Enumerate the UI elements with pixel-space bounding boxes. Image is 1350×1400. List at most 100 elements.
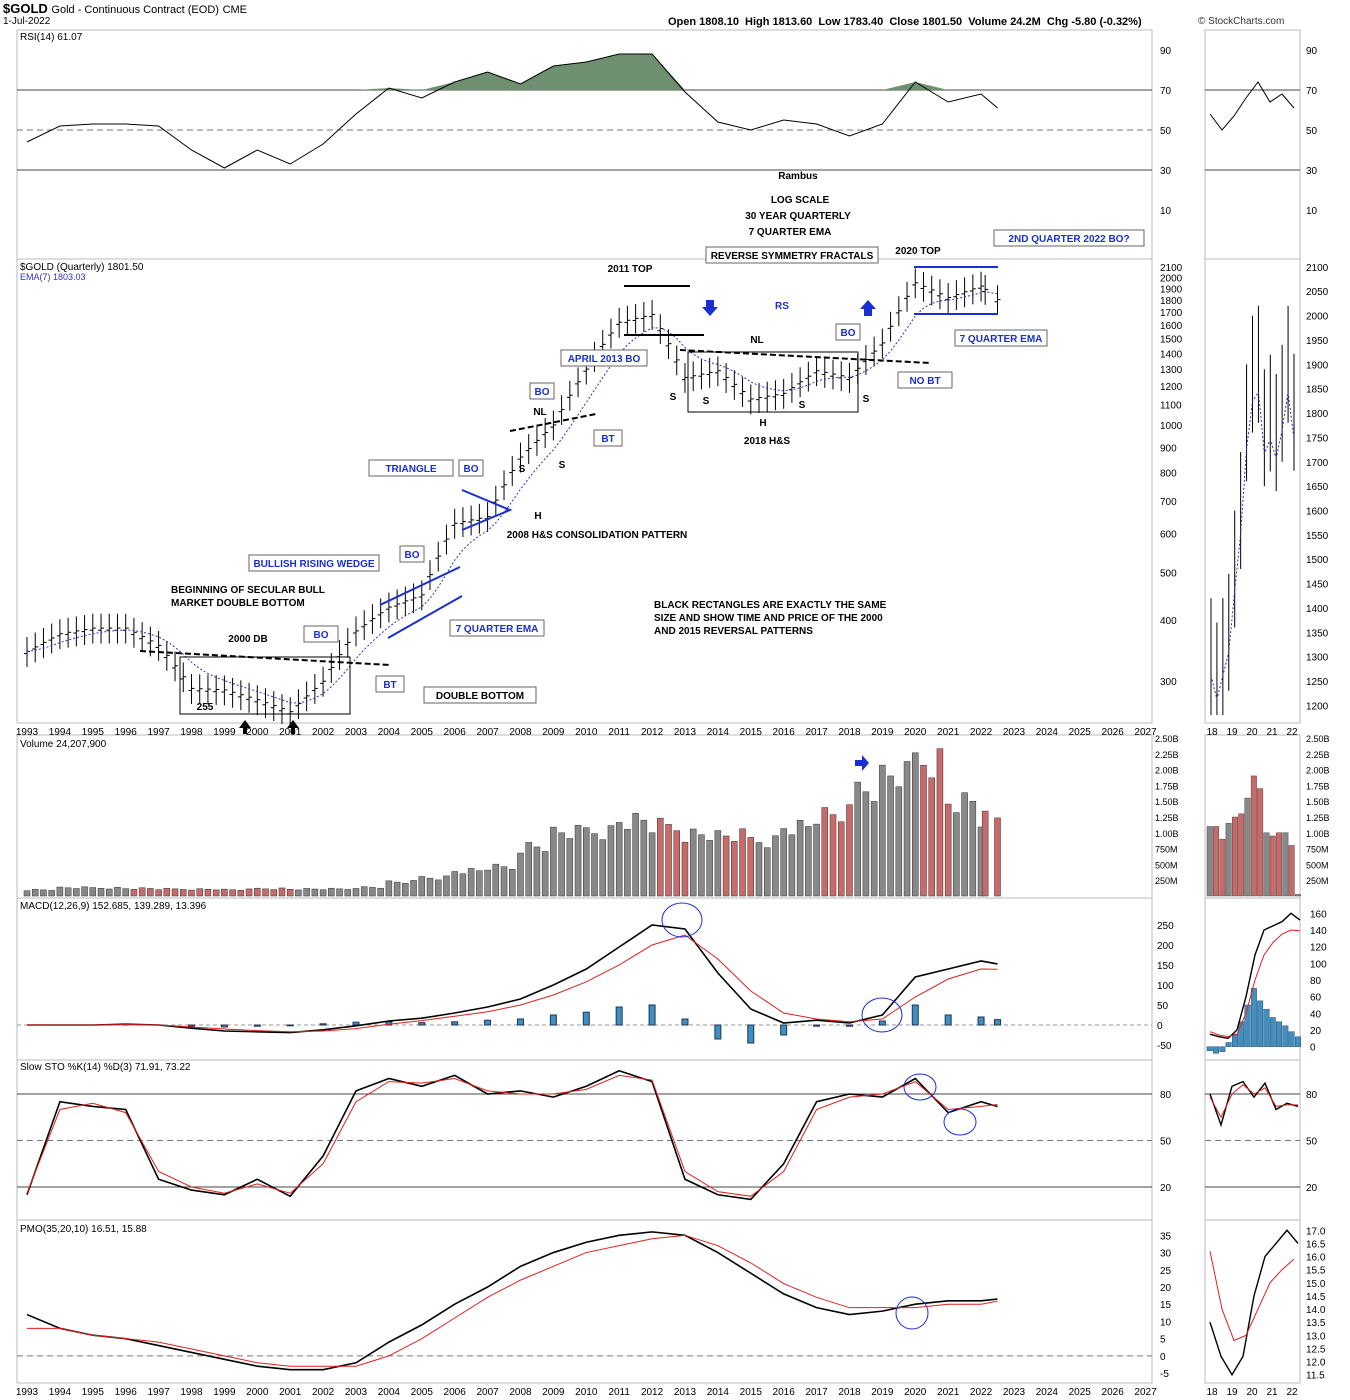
inset-x-tick-label: 20 xyxy=(1246,1387,1258,1398)
volume-bar xyxy=(418,876,426,897)
db-2000-text: 2000 DB xyxy=(228,634,267,645)
macd-tick-label: 200 xyxy=(1157,941,1174,952)
price-tick-label: 1600 xyxy=(1160,321,1183,332)
inset-ema-line xyxy=(1210,390,1295,700)
inset-macd-hist-bar xyxy=(1288,1031,1295,1047)
volume-bar xyxy=(566,838,574,897)
x-tick-label: 2007 xyxy=(476,1387,499,1398)
annotations: LOG SCALE 30 YEAR QUARTERLY 7 QUARTER EMA 2… xyxy=(139,195,1145,771)
volume-bar xyxy=(763,847,771,897)
inset-macd-hist-bar xyxy=(1219,1046,1226,1052)
x-tick-label: 1993 xyxy=(16,727,39,738)
inset-volume-tick-label: 1.50B xyxy=(1306,797,1330,807)
x-tick-label: 2018 xyxy=(838,1387,861,1398)
volume-bar xyxy=(89,887,97,897)
volume-bar xyxy=(870,801,878,897)
volume-bar xyxy=(739,828,746,897)
volume-bar xyxy=(994,817,1001,897)
price-tick-label: 300 xyxy=(1160,677,1177,688)
inset-price-tick-label: 1400 xyxy=(1306,604,1329,615)
inset-volume-bar xyxy=(1225,823,1232,897)
rsi-tick-label: 10 xyxy=(1160,206,1172,217)
main-panel-frame-3 xyxy=(16,897,1153,1061)
x-tick-label: 2015 xyxy=(740,1387,763,1398)
black-arrow-icon-2001 xyxy=(287,720,299,734)
x-tick-label: 2027 xyxy=(1134,1387,1157,1398)
inset-price-tick-label: 1800 xyxy=(1306,409,1329,420)
inset-rsi-tick-label: 30 xyxy=(1306,166,1318,177)
inset-macd-signal-line xyxy=(1209,929,1301,1038)
watermark: © StockCharts.com xyxy=(1198,16,1285,27)
price-tick-label: 1500 xyxy=(1160,335,1183,346)
inset-macd-hist-bar xyxy=(1225,1042,1232,1047)
macd-hist-bar xyxy=(977,1016,985,1026)
neckline-2000 xyxy=(139,650,391,666)
volume-bar xyxy=(854,781,861,897)
macd-hist-bar xyxy=(714,1024,722,1040)
inset-panel-frame-5 xyxy=(1204,1219,1301,1384)
reverse-symmetry-label: REVERSE SYMMETRY FRACTALS xyxy=(711,251,874,262)
volume-bar xyxy=(879,764,886,897)
volume-bar xyxy=(369,887,376,897)
volume-bar xyxy=(673,830,680,897)
inset-pmo-tick-label: 17.0 xyxy=(1306,1226,1326,1237)
macd-hist-bar xyxy=(220,1024,228,1028)
pmo-signal-line xyxy=(27,1234,998,1367)
sto-d-line xyxy=(26,1074,998,1197)
volume-bar xyxy=(492,863,500,897)
volume-bar xyxy=(352,888,360,897)
inset-rsi-tick-label: 10 xyxy=(1306,206,1318,217)
price-tick-label: 900 xyxy=(1160,443,1177,454)
volume-bar xyxy=(624,829,631,897)
inset-price-tick-label: 1700 xyxy=(1306,458,1329,469)
pmo-tick-label: 30 xyxy=(1160,1249,1172,1260)
volume-bar xyxy=(155,889,162,897)
volume-bar xyxy=(336,888,343,897)
x-tick-label: 1998 xyxy=(180,727,203,738)
price-tick-label: 1900 xyxy=(1160,284,1183,295)
bo-2022-label: 2ND QUARTER 2022 BO? xyxy=(1008,234,1129,245)
inset-volume-bar xyxy=(1219,838,1226,897)
inset-x-tick-label: 22 xyxy=(1286,727,1298,738)
x-tick-label: 2017 xyxy=(805,1387,828,1398)
volume-bar xyxy=(130,889,138,897)
inset-pmo-tick-label: 15.0 xyxy=(1306,1279,1326,1290)
x-tick-label: 2022 xyxy=(970,727,993,738)
volume-bar xyxy=(254,887,261,897)
macd-hist-bar xyxy=(994,1019,1002,1026)
macd-hist-bar xyxy=(648,1004,656,1026)
volume-bar xyxy=(229,889,236,897)
x-tick-label: 1994 xyxy=(49,727,72,738)
inset-macd-hist-bar xyxy=(1282,1025,1289,1047)
volume-bar xyxy=(270,889,277,897)
x-tick-label: 1996 xyxy=(115,1387,138,1398)
sto-tick-label: 20 xyxy=(1160,1183,1172,1194)
symbol-name: Gold - Continuous Contract (EOD) xyxy=(51,4,219,16)
volume-bar xyxy=(936,748,944,897)
volume-bar xyxy=(360,886,368,897)
x-tick-label: 2010 xyxy=(575,1387,598,1398)
x-tick-label: 2019 xyxy=(871,1387,894,1398)
shoulder-label: S xyxy=(703,396,710,407)
volume-bar xyxy=(40,889,47,897)
sto-label: Slow STO %K(14) %D(3) 71.91, 73.22 xyxy=(20,1062,191,1073)
volume-bar xyxy=(147,888,154,897)
volume-bar xyxy=(105,888,113,897)
no-bt-label-box xyxy=(897,371,953,389)
inset-sto-tick-label: 80 xyxy=(1306,1090,1318,1101)
volume-bar xyxy=(23,890,31,897)
bt-label-2003: BT xyxy=(383,680,396,691)
inset-pmo-tick-label: 13.5 xyxy=(1306,1318,1326,1329)
seven-quarter-ema-label-2020: 7 QUARTER EMA xyxy=(960,334,1043,345)
price-tick-label: 1200 xyxy=(1160,382,1183,393)
inset-price-tick-label: 1300 xyxy=(1306,653,1329,664)
x-tick-label: 2021 xyxy=(937,727,960,738)
macd-hist-bar xyxy=(681,1018,689,1026)
exchange: CME xyxy=(222,4,248,16)
x-tick-label: 2012 xyxy=(641,727,664,738)
volume-bar xyxy=(311,888,319,897)
macd-hist-bar xyxy=(582,1011,590,1026)
volume-bar xyxy=(829,814,837,897)
inset-pmo-tick-label: 16.5 xyxy=(1306,1239,1326,1250)
inset-rsi-tick-label: 50 xyxy=(1306,126,1318,137)
